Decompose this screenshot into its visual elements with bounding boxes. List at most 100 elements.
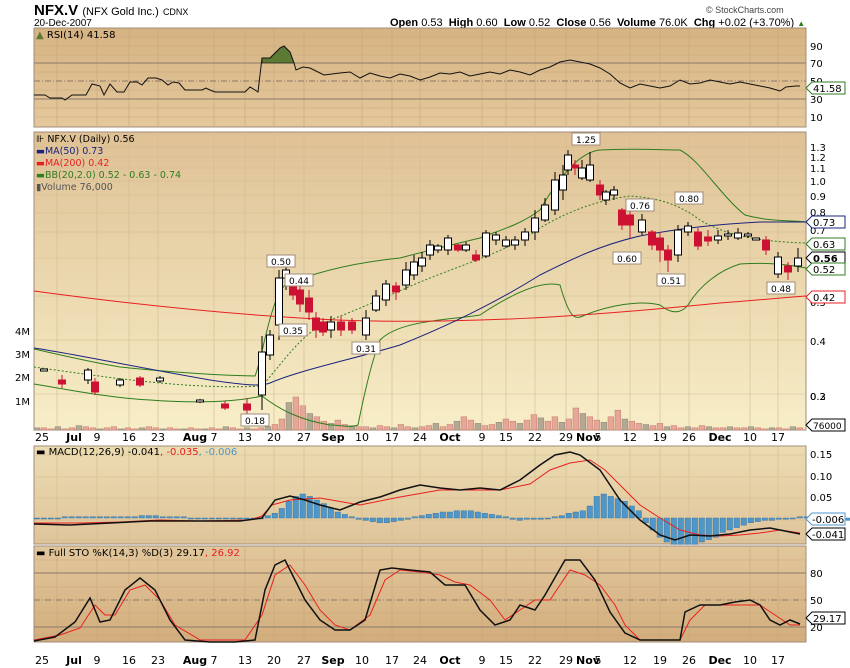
svg-text:30: 30: [810, 95, 823, 106]
change-value: +0.02 (+3.70%): [718, 17, 795, 29]
svg-text:0.35: 0.35: [283, 327, 303, 337]
x-axis-label: Jul: [65, 431, 82, 444]
x-axis-label: 12: [623, 431, 637, 444]
x-axis-label: 26: [682, 431, 696, 444]
svg-text:0.60: 0.60: [617, 255, 637, 265]
x-axis-label: 13: [238, 654, 252, 667]
svg-text:0.7: 0.7: [810, 226, 826, 237]
svg-text:0.42: 0.42: [813, 293, 835, 304]
x-axis-label: Jul: [65, 654, 82, 667]
svg-text:1.0: 1.0: [810, 177, 826, 188]
sto-k-line: [33, 558, 801, 643]
exchange-label: CDNX: [162, 7, 189, 17]
x-axis-label: 16: [122, 654, 136, 667]
svg-text:0.31: 0.31: [356, 345, 376, 355]
legend-volume: ▮Volume 76,000: [36, 182, 113, 193]
value-tags: 41.58 0.73 0.63 0.56 0.52 0.42 76000 -0.…: [805, 81, 846, 625]
x-axis-label: Dec: [708, 431, 731, 444]
volume-value: 76.0K: [658, 17, 688, 29]
macd-value-tag: -0.041: [805, 527, 846, 541]
svg-text:20: 20: [810, 623, 823, 634]
ma50-value-tag: 0.73: [805, 215, 846, 229]
x-axis-label: 27: [297, 654, 311, 667]
x-axis-label: 5: [595, 654, 602, 667]
x-axis-label: 20: [267, 431, 281, 444]
ma200-value-tag: 0.42: [805, 290, 846, 304]
svg-text:0.8: 0.8: [810, 208, 826, 219]
x-axis-label: 7: [211, 431, 218, 444]
x-axis-label: 9: [94, 431, 101, 444]
x-axis-label: 23: [151, 654, 165, 667]
open-value: 0.53: [421, 17, 443, 29]
svg-text:0.10: 0.10: [810, 472, 832, 483]
stockcharts-brand: © StockCharts.com: [706, 5, 784, 15]
bb-lower-value-tag: 0.52: [805, 262, 846, 276]
svg-text:0.2: 0.2: [810, 392, 826, 403]
legend-bb: ▬BB(20,2.0) 0.52 - 0.63 - 0.74: [36, 170, 182, 181]
x-axis-label: Nov: [576, 654, 601, 667]
svg-text:0.3: 0.3: [810, 392, 826, 403]
legend-ma50: ▬MA(50) 0.73: [36, 146, 104, 157]
svg-text:0.52: 0.52: [813, 265, 835, 276]
svg-text:80: 80: [810, 569, 823, 580]
svg-text:0.15: 0.15: [810, 450, 832, 461]
x-axis-label: 22: [528, 431, 542, 444]
svg-text:0.51: 0.51: [661, 277, 681, 287]
high-value: 0.60: [476, 17, 498, 29]
svg-text:0.73: 0.73: [813, 218, 835, 229]
x-axis-label: 15: [499, 654, 513, 667]
x-axis-label: 15: [499, 431, 513, 444]
x-axis-label: 10: [355, 654, 369, 667]
low-value: 0.52: [528, 17, 551, 29]
volume-value-tag: 76000: [805, 418, 846, 432]
svg-text:0.05: 0.05: [810, 493, 832, 504]
legend-title: ⊪ NFX.V (Daily) 0.56: [36, 134, 135, 145]
x-axis-label: 26: [682, 654, 696, 667]
x-axis-label: Aug: [183, 654, 207, 667]
x-axis-label: 5: [595, 431, 602, 444]
bb-lower-line: [33, 262, 807, 427]
svg-text:0.63: 0.63: [813, 240, 835, 251]
svg-text:90: 90: [810, 42, 823, 53]
x-axis-label: Aug: [183, 431, 207, 444]
x-axis-label: Oct: [439, 654, 460, 667]
x-axis-label: 10: [355, 431, 369, 444]
volume-bars-icon: ▮: [36, 182, 42, 193]
svg-text:0.50: 0.50: [271, 258, 291, 268]
svg-text:0.80: 0.80: [679, 195, 699, 205]
x-axis-label: 10: [743, 431, 757, 444]
svg-text:0.76: 0.76: [630, 202, 650, 212]
x-axis-label: Oct: [439, 431, 460, 444]
x-axis-label: 19: [653, 654, 667, 667]
svg-text:29.17: 29.17: [813, 614, 842, 625]
x-axis-label: 9: [479, 431, 486, 444]
x-axis-label: 9: [94, 654, 101, 667]
x-axis-label: 17: [771, 654, 785, 667]
svg-text:0.4: 0.4: [810, 337, 826, 348]
line-icon: ▬: [36, 447, 46, 458]
macd-legend: ▬ MACD(12,26,9) -0.041, -0.035, -0.006: [36, 447, 238, 458]
close-value-tag: 0.56: [805, 251, 846, 265]
rsi-legend: ▲ RSI(14) 41.58: [36, 30, 116, 41]
x-axis-label: 27: [297, 431, 311, 444]
price-panel: 0.18 0.50 0.44 0.35 0.31 1.25 0.76 0.60 0.80 0.51…: [33, 131, 826, 431]
x-axis-label: 25: [35, 654, 49, 667]
x-axis-label: 22: [528, 654, 542, 667]
x-axis-label: 23: [151, 431, 165, 444]
close-value: 0.56: [589, 17, 611, 29]
x-axis-label: 9: [479, 654, 486, 667]
svg-text:0.44: 0.44: [289, 277, 309, 287]
x-axis-label: 19: [653, 431, 667, 444]
svg-text:70: 70: [810, 59, 823, 70]
up-arrow-icon: ▲: [797, 19, 806, 28]
sto-d-line: [33, 564, 800, 641]
svg-text:2M: 2M: [15, 373, 30, 384]
svg-text:50: 50: [810, 596, 823, 607]
x-axis-label: 24: [413, 654, 427, 667]
line-icon: ▬: [36, 146, 45, 157]
chart-date: 20-Dec-2007: [34, 18, 92, 29]
bb-mid-line: [33, 195, 807, 388]
candlestick-icon: ⊪: [36, 134, 45, 145]
svg-text:0.56: 0.56: [813, 254, 838, 265]
